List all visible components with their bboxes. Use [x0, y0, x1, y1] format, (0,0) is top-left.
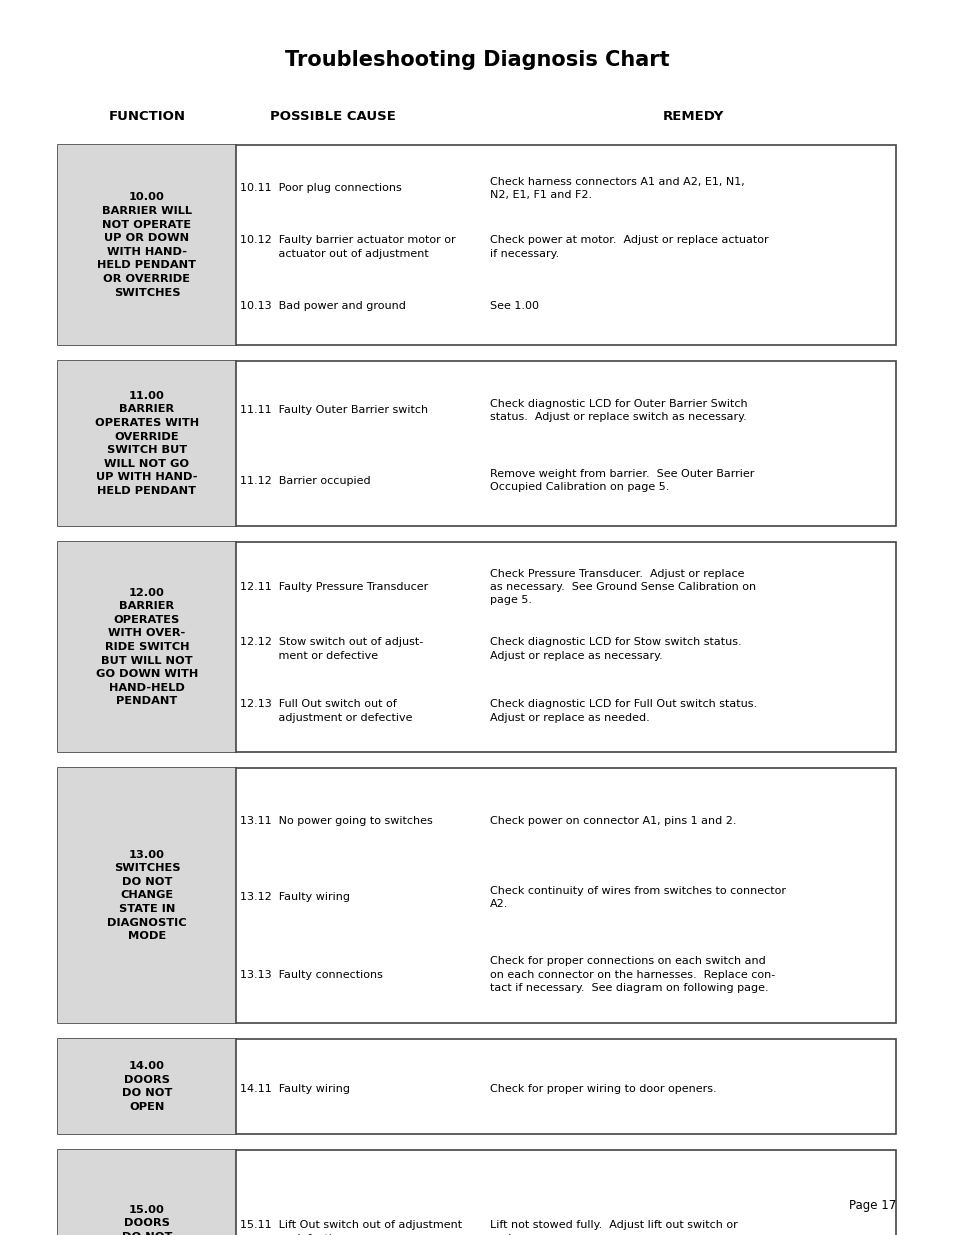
Text: 13.11  No power going to switches: 13.11 No power going to switches [240, 815, 433, 825]
Text: Check continuity of wires from switches to connector
A2.: Check continuity of wires from switches … [490, 885, 785, 909]
Bar [58, 1039, 895, 1134]
Text: 10.11  Poor plug connections: 10.11 Poor plug connections [240, 183, 401, 194]
Text: Troubleshooting Diagnosis Chart: Troubleshooting Diagnosis Chart [284, 49, 669, 70]
Text: 10.12  Faulty barrier actuator motor or
           actuator out of adjustment: 10.12 Faulty barrier actuator motor or a… [240, 236, 456, 258]
Bar [58, 144, 235, 345]
Text: REMEDY: REMEDY [661, 110, 723, 124]
Bar [58, 1150, 895, 1235]
Text: Check for proper wiring to door openers.: Check for proper wiring to door openers. [490, 1083, 716, 1093]
Bar [58, 361, 895, 526]
Text: Check power on connector A1, pins 1 and 2.: Check power on connector A1, pins 1 and … [490, 815, 736, 825]
Text: 13.12  Faulty wiring: 13.12 Faulty wiring [240, 893, 350, 903]
Bar [58, 768, 895, 1023]
Bar [58, 361, 235, 526]
Text: Check Pressure Transducer.  Adjust or replace
as necessary.  See Ground Sense Ca: Check Pressure Transducer. Adjust or rep… [490, 569, 756, 605]
Text: Check diagnostic LCD for Stow switch status.
Adjust or replace as necessary.: Check diagnostic LCD for Stow switch sta… [490, 637, 740, 661]
Text: Check harness connectors A1 and A2, E1, N1,
N2, E1, F1 and F2.: Check harness connectors A1 and A2, E1, … [490, 177, 744, 200]
Bar [58, 768, 235, 1023]
Text: POSSIBLE CAUSE: POSSIBLE CAUSE [270, 110, 395, 124]
Text: Check for proper connections on each switch and
on each connector on the harness: Check for proper connections on each swi… [490, 956, 775, 993]
Text: See 1.00: See 1.00 [490, 300, 538, 311]
Text: Check power at motor.  Adjust or replace actuator
if necessary.: Check power at motor. Adjust or replace … [490, 236, 768, 258]
Text: Page 17: Page 17 [848, 1198, 895, 1212]
Text: 15.11  Lift Out switch out of adjustment
           or defective: 15.11 Lift Out switch out of adjustment … [240, 1220, 461, 1235]
Text: 14.11  Faulty wiring: 14.11 Faulty wiring [240, 1083, 350, 1093]
Text: 10.13  Bad power and ground: 10.13 Bad power and ground [240, 300, 405, 311]
Text: 14.00
DOORS
DO NOT
OPEN: 14.00 DOORS DO NOT OPEN [122, 1061, 172, 1112]
Text: 11.12  Barrier occupied: 11.12 Barrier occupied [240, 475, 370, 485]
Text: 15.00
DOORS
DO NOT
CLOSE: 15.00 DOORS DO NOT CLOSE [122, 1204, 172, 1235]
Text: Remove weight from barrier.  See Outer Barrier
Occupied Calibration on page 5.: Remove weight from barrier. See Outer Ba… [490, 469, 754, 493]
Bar [58, 1150, 235, 1235]
Text: Lift not stowed fully.  Adjust lift out switch or
replace.: Lift not stowed fully. Adjust lift out s… [490, 1220, 737, 1235]
Text: 11.00
BARRIER
OPERATES WITH
OVERRIDE
SWITCH BUT
WILL NOT GO
UP WITH HAND-
HELD P: 11.00 BARRIER OPERATES WITH OVERRIDE SWI… [95, 391, 199, 496]
Text: FUNCTION: FUNCTION [109, 110, 185, 124]
Text: 10.00
BARRIER WILL
NOT OPERATE
UP OR DOWN
WITH HAND-
HELD PENDANT
OR OVERRIDE
SW: 10.00 BARRIER WILL NOT OPERATE UP OR DOW… [97, 193, 196, 298]
Bar [58, 144, 895, 345]
Text: 12.13  Full Out switch out of
           adjustment or defective: 12.13 Full Out switch out of adjustment … [240, 699, 412, 722]
Text: 12.00
BARRIER
OPERATES
WITH OVER-
RIDE SWITCH
BUT WILL NOT
GO DOWN WITH
HAND-HEL: 12.00 BARRIER OPERATES WITH OVER- RIDE S… [95, 588, 198, 706]
Bar [58, 542, 235, 752]
Text: 13.13  Faulty connections: 13.13 Faulty connections [240, 969, 382, 979]
Text: 12.12  Stow switch out of adjust-
           ment or defective: 12.12 Stow switch out of adjust- ment or… [240, 637, 423, 661]
Text: 11.11  Faulty Outer Barrier switch: 11.11 Faulty Outer Barrier switch [240, 405, 428, 415]
Text: 12.11  Faulty Pressure Transducer: 12.11 Faulty Pressure Transducer [240, 582, 428, 592]
Bar [58, 1039, 235, 1134]
Text: Check diagnostic LCD for Full Out switch status.
Adjust or replace as needed.: Check diagnostic LCD for Full Out switch… [490, 699, 757, 722]
Bar [58, 542, 895, 752]
Text: Check diagnostic LCD for Outer Barrier Switch
status.  Adjust or replace switch : Check diagnostic LCD for Outer Barrier S… [490, 399, 747, 422]
Text: 13.00
SWITCHES
DO NOT
CHANGE
STATE IN
DIAGNOSTIC
MODE: 13.00 SWITCHES DO NOT CHANGE STATE IN DI… [107, 850, 187, 941]
